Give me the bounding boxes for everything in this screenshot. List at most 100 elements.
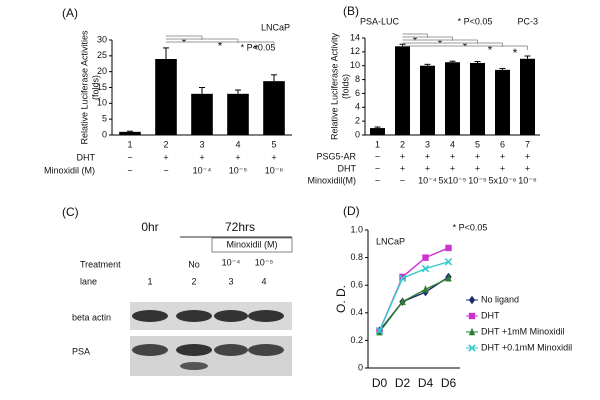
- y-tick-label: 0.8: [350, 252, 363, 262]
- y-tick-label: 4: [355, 102, 360, 112]
- significance: *: [182, 36, 187, 50]
- panel-label: (C): [62, 205, 79, 219]
- annotation: * P<0.05: [458, 16, 493, 26]
- x-tick-label: 3: [425, 139, 430, 149]
- panel-label: (B): [343, 4, 359, 18]
- line: [378, 261, 449, 332]
- row-label: PSA: [72, 346, 90, 356]
- point: [422, 254, 429, 261]
- y-tick-label: 5: [102, 114, 107, 124]
- bar: [520, 58, 535, 135]
- legend-label: DHT +1mM Minoxidil: [481, 326, 565, 336]
- x-tick-label: 2: [400, 139, 405, 149]
- x-tick-label: D0: [372, 376, 388, 390]
- chart-subtitle: PC-3: [517, 16, 538, 26]
- treatment: No: [188, 259, 200, 269]
- point: [399, 297, 406, 305]
- x-tick-label: 1: [127, 139, 132, 149]
- y-tick-label: 0.2: [350, 335, 363, 345]
- treatment: 10⁻⁴: [222, 257, 241, 267]
- significance: *: [413, 34, 418, 48]
- condition: +: [400, 151, 405, 161]
- y-axis-label: Relative Luciferase Activity: [329, 32, 339, 140]
- drug-label: Minoxidil (M): [226, 239, 277, 249]
- condition: −: [163, 165, 168, 175]
- treatment: 10⁻⁵: [255, 257, 274, 267]
- y-tick-label: 8: [355, 74, 360, 84]
- bar: [263, 81, 285, 135]
- point: [444, 257, 453, 266]
- x-tick-label: 2: [163, 139, 168, 149]
- y-axis-label: (folds): [340, 74, 350, 99]
- bracket-box: [211, 237, 293, 253]
- bar: [155, 59, 177, 135]
- condition: +: [163, 152, 168, 162]
- condition: 10⁻⁴: [193, 165, 212, 175]
- condition: +: [475, 163, 480, 173]
- line: [378, 277, 449, 333]
- legend-label: No ligand: [481, 294, 519, 304]
- y-tick-label: 2: [355, 116, 360, 126]
- y-tick-label: 25: [97, 50, 107, 60]
- condition: −: [375, 175, 380, 185]
- condition: +: [500, 151, 505, 161]
- condition: +: [525, 163, 530, 173]
- y-tick-label: 1.0: [350, 224, 363, 234]
- x-tick-label: 6: [500, 139, 505, 149]
- condition: 10⁻⁵: [229, 165, 248, 175]
- condition: +: [425, 163, 430, 173]
- y-tick-label: 15: [97, 82, 107, 92]
- bar: [420, 65, 435, 135]
- legend-marker: [468, 344, 476, 352]
- significance: *: [254, 42, 259, 56]
- y-tick-label: 12: [350, 46, 360, 56]
- chart-title: LNCaP: [261, 22, 290, 32]
- bar: [227, 93, 249, 135]
- x-tick-label: 5: [475, 139, 480, 149]
- chart-title: LNCaP: [376, 236, 405, 246]
- condition: +: [475, 151, 480, 161]
- x-tick-label: 3: [199, 139, 204, 149]
- bar: [370, 128, 385, 135]
- y-tick-label: 0.4: [350, 307, 363, 317]
- point: [421, 264, 430, 273]
- panel-label: (D): [343, 204, 360, 218]
- condition: +: [500, 163, 505, 173]
- lane: 4: [261, 276, 266, 286]
- condition: 5x10⁻⁶: [489, 175, 517, 185]
- lane: 2: [191, 276, 196, 286]
- y-tick-label: 0.6: [350, 280, 363, 290]
- condition-label: Minoxidil(M): [307, 175, 356, 185]
- condition: 10⁻⁴: [418, 175, 437, 185]
- condition-label: DHT: [77, 152, 96, 162]
- bar: [470, 62, 485, 135]
- y-tick-label: 30: [97, 34, 107, 44]
- condition: +: [525, 151, 530, 161]
- annotation: * P<0.05: [241, 42, 276, 52]
- condition: +: [450, 163, 455, 173]
- significance: *: [513, 46, 518, 60]
- chart-title: PSA-LUC: [360, 16, 400, 26]
- condition: +: [271, 152, 276, 162]
- x-tick-label: 4: [235, 139, 240, 149]
- lane: 3: [228, 276, 233, 286]
- condition-label: DHT: [338, 163, 357, 173]
- significance: *: [218, 39, 223, 53]
- legend-marker: [468, 312, 476, 320]
- y-tick-label: 0: [355, 129, 360, 139]
- legend-label: DHT: [481, 310, 500, 320]
- significance: *: [463, 40, 468, 54]
- time-label: 0hr: [141, 220, 158, 234]
- y-tick-label: 20: [97, 66, 107, 76]
- condition: +: [235, 152, 240, 162]
- point: [398, 274, 407, 283]
- y-axis-label: Relative Luciferase Activities: [79, 30, 89, 145]
- bar: [395, 46, 410, 135]
- panel-label: (A): [62, 6, 78, 20]
- condition: −: [375, 163, 380, 173]
- condition: 10⁻⁶: [518, 175, 537, 185]
- condition-label: PSG5-AR: [316, 151, 356, 161]
- condition: 10⁻⁵: [468, 175, 487, 185]
- row-label: lane: [80, 276, 97, 286]
- condition: −: [375, 151, 380, 161]
